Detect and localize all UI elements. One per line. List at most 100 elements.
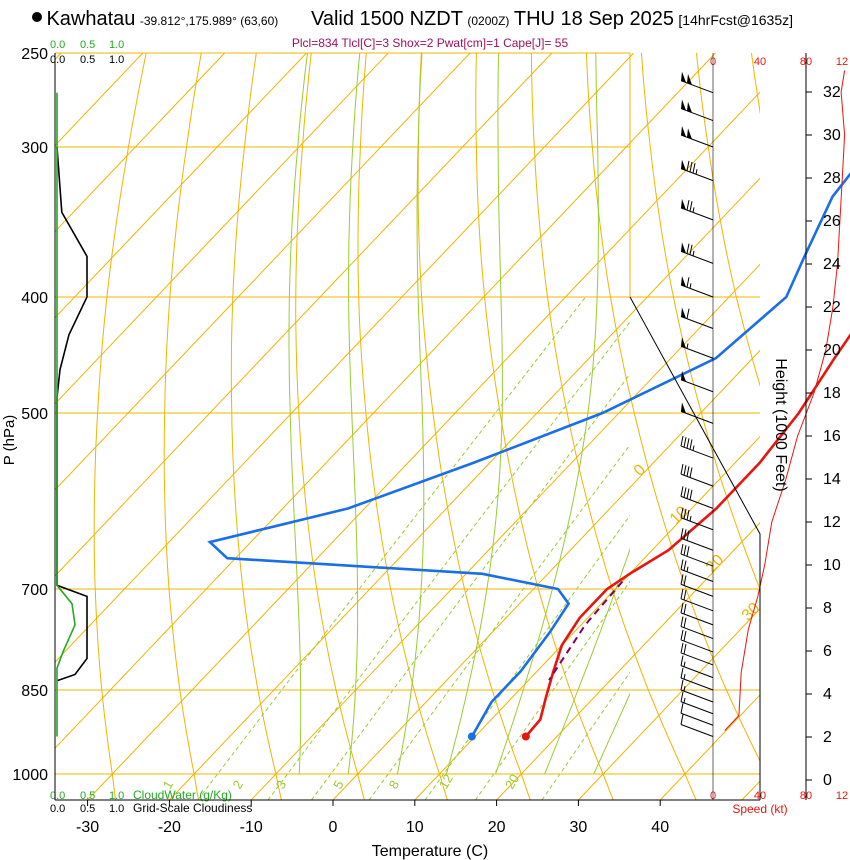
pressure-tick-label: 700 — [21, 582, 48, 599]
cloudiness-label: Grid-Scale Cloudiness — [133, 801, 252, 815]
wind-barb-flag — [683, 508, 687, 519]
isotherm-line — [55, 53, 307, 319]
wind-barb-flag — [686, 488, 690, 499]
wind-barb-half-flag — [683, 697, 686, 703]
utc-label: (0200Z) — [467, 14, 510, 28]
wind-barb-flag — [680, 559, 684, 570]
isotherm-line — [55, 53, 389, 405]
wind-barb-shaft — [680, 583, 714, 597]
wind-barb-flag — [689, 439, 693, 450]
surface-temperature-dot — [521, 732, 530, 741]
wind-barb — [680, 528, 714, 551]
wind-barb — [680, 126, 714, 148]
wind-barb — [680, 99, 714, 122]
moist-adiabat-line — [495, 53, 599, 775]
wind-barb-flag — [683, 487, 687, 498]
moist-adiabat-line — [593, 692, 630, 775]
surface-dewpoint-dot — [467, 732, 476, 741]
height-tick-label: 20 — [823, 342, 841, 359]
temperature-tick-label: -30 — [76, 819, 99, 836]
wind-barb — [680, 691, 714, 715]
isotherm-line — [250, 263, 760, 800]
wind-barb — [680, 667, 714, 691]
temperature-tick-label: -10 — [240, 819, 263, 836]
location-coords: -39.812°,175.989° (63,60) — [139, 14, 279, 28]
wind-barb-shaft — [680, 80, 714, 94]
height-tick-label: 4 — [823, 686, 832, 703]
valid-time: Valid 1500 NZDT (0200Z) THU 18 Sep 2025 … — [311, 8, 793, 31]
wind-barb-shaft — [680, 379, 714, 393]
wind-barb-shaft — [680, 626, 714, 640]
cloudiness-tick: 0.0 — [50, 54, 65, 66]
isotherm-line — [55, 53, 471, 491]
wind-barb-flag — [683, 589, 687, 601]
wind-barb-flag — [686, 546, 690, 557]
isotherm-line — [496, 522, 760, 800]
wind-barb-flag — [683, 575, 687, 586]
temperature-line — [524, 333, 850, 738]
wind-barb-shaft — [680, 495, 714, 509]
temperature-tick-label: 0 — [329, 819, 338, 836]
wind-barb-flag — [680, 691, 684, 702]
stability-indices: Plcl=834 Tlcl[C]=3 Shox=2 Pwat[cm]=1 Cap… — [292, 36, 569, 50]
height-tick-label: 14 — [823, 471, 841, 488]
wind-barb-shaft — [680, 134, 714, 148]
wind-barb-shaft — [680, 517, 714, 531]
x-axis-title: Temperature (C) — [372, 843, 488, 860]
wind-barb-shaft — [680, 598, 714, 612]
wind-barb-half-flag — [695, 169, 698, 175]
wind-barb-flag — [680, 435, 684, 447]
height-tick-label: 2 — [823, 729, 832, 746]
wind-barb — [680, 71, 714, 94]
wind-barb-flag — [683, 617, 687, 628]
cloud-water-tick: 0.5 — [80, 39, 95, 51]
wind-barb — [680, 543, 714, 567]
wind-barb — [680, 198, 714, 221]
wind-barb-pennant — [681, 242, 686, 254]
temperature-tick-label: 40 — [651, 819, 669, 836]
wind-barb — [680, 242, 714, 264]
height-tick-label: 0 — [823, 772, 832, 789]
wind-barb-shaft — [680, 639, 714, 653]
wind-barb-flag — [680, 629, 684, 641]
dewpoint-line — [207, 172, 850, 738]
wind-barb-shaft — [680, 612, 714, 626]
mixing-ratio-line — [197, 296, 586, 800]
wind-barb-flag — [680, 616, 684, 627]
wind-barb-pennant — [681, 276, 686, 287]
dry-adiabat-line — [530, 53, 697, 800]
cloudiness-tick: 1.0 — [109, 54, 124, 66]
wind-barb-flag — [680, 543, 684, 555]
wind-barb-shaft — [680, 316, 714, 329]
wind-barb-flag — [686, 160, 690, 171]
wind-barb-pennant — [681, 99, 686, 111]
wind-barb-flag — [689, 161, 693, 173]
wind-barb-shaft — [680, 410, 714, 424]
wind-barb-flag — [683, 437, 687, 448]
wind-barb-shaft — [680, 445, 714, 459]
dry-adiabat-line — [803, 32, 850, 800]
chart-header: Kawhatau -39.812°,175.989° (63,60) — [32, 8, 278, 31]
wind-barb-shaft — [680, 108, 714, 122]
wind-barb-half-flag — [689, 515, 692, 522]
temperature-tick-label: 10 — [406, 819, 424, 836]
wind-barb-flag — [689, 244, 693, 255]
wind-barb-shaft — [680, 284, 714, 298]
wind-barb-pennant — [681, 307, 686, 319]
wind-barb-shaft — [680, 665, 714, 679]
dry-adiabat-line — [695, 53, 760, 388]
pressure-tick-label: 400 — [21, 290, 48, 307]
cloud-water-tick: 0.0 — [50, 790, 65, 802]
wind-barb-pennant — [681, 126, 686, 137]
isotherm-line — [741, 780, 760, 800]
moist-adiabat-line — [396, 53, 425, 775]
speed-tick-label: 40 — [754, 56, 766, 68]
cloudiness-tick: 0.0 — [50, 803, 65, 815]
speed-tick-label: 12 — [836, 56, 848, 68]
mixing-ratio-line — [368, 444, 630, 800]
wind-barb-flag — [683, 545, 687, 556]
dry-adiabat-line — [417, 53, 531, 800]
height-tick-label: 22 — [823, 299, 841, 316]
wind-barb — [680, 486, 714, 509]
wind-barb-flag — [680, 667, 684, 679]
